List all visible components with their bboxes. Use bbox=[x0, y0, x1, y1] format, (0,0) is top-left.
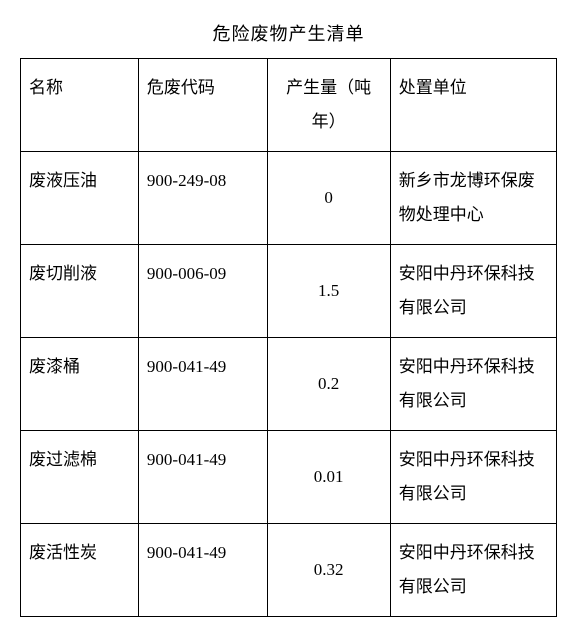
cell-name: 废过滤棉 bbox=[21, 431, 139, 524]
column-header-unit: 处置单位 bbox=[390, 59, 556, 152]
table-row: 废活性炭 900-041-49 0.32 安阳中丹环保科技有限公司 bbox=[21, 524, 557, 617]
cell-code: 900-041-49 bbox=[138, 431, 267, 524]
cell-code: 900-041-49 bbox=[138, 524, 267, 617]
cell-name: 废活性炭 bbox=[21, 524, 139, 617]
cell-amount: 0.2 bbox=[267, 338, 390, 431]
page-title: 危险废物产生清单 bbox=[20, 20, 557, 46]
cell-name: 废液压油 bbox=[21, 152, 139, 245]
cell-name: 废漆桶 bbox=[21, 338, 139, 431]
cell-amount: 0.01 bbox=[267, 431, 390, 524]
cell-code: 900-041-49 bbox=[138, 338, 267, 431]
cell-unit: 安阳中丹环保科技有限公司 bbox=[390, 524, 556, 617]
cell-amount: 1.5 bbox=[267, 245, 390, 338]
cell-code: 900-006-09 bbox=[138, 245, 267, 338]
table-row: 废过滤棉 900-041-49 0.01 安阳中丹环保科技有限公司 bbox=[21, 431, 557, 524]
table-row: 废切削液 900-006-09 1.5 安阳中丹环保科技有限公司 bbox=[21, 245, 557, 338]
cell-unit: 安阳中丹环保科技有限公司 bbox=[390, 338, 556, 431]
cell-unit: 新乡市龙博环保废物处理中心 bbox=[390, 152, 556, 245]
cell-unit: 安阳中丹环保科技有限公司 bbox=[390, 431, 556, 524]
column-header-amount: 产生量（吨年） bbox=[267, 59, 390, 152]
hazardous-waste-table: 名称 危废代码 产生量（吨年） 处置单位 废液压油 900-249-08 0 新… bbox=[20, 58, 557, 617]
column-header-name: 名称 bbox=[21, 59, 139, 152]
cell-amount: 0 bbox=[267, 152, 390, 245]
cell-code: 900-249-08 bbox=[138, 152, 267, 245]
cell-amount: 0.32 bbox=[267, 524, 390, 617]
cell-unit: 安阳中丹环保科技有限公司 bbox=[390, 245, 556, 338]
column-header-code: 危废代码 bbox=[138, 59, 267, 152]
table-row: 废液压油 900-249-08 0 新乡市龙博环保废物处理中心 bbox=[21, 152, 557, 245]
table-row: 废漆桶 900-041-49 0.2 安阳中丹环保科技有限公司 bbox=[21, 338, 557, 431]
table-body: 废液压油 900-249-08 0 新乡市龙博环保废物处理中心 废切削液 900… bbox=[21, 152, 557, 617]
table-header-row: 名称 危废代码 产生量（吨年） 处置单位 bbox=[21, 59, 557, 152]
cell-name: 废切削液 bbox=[21, 245, 139, 338]
